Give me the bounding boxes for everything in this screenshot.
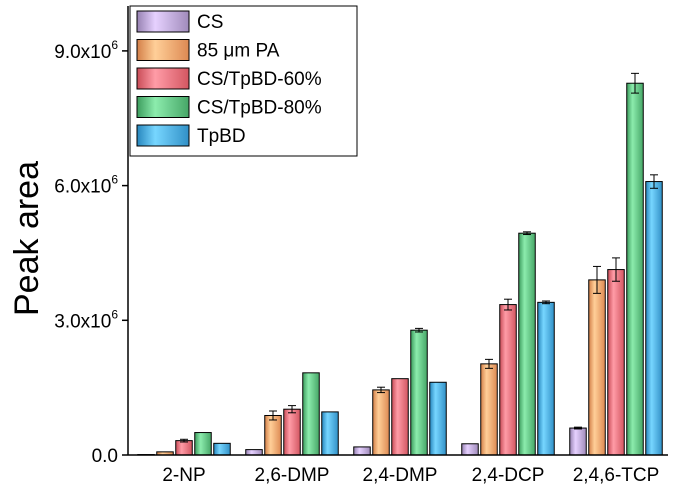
bar-3-4: [537, 301, 555, 456]
bar-1-2: [283, 408, 301, 456]
bar-3-3: [518, 232, 536, 456]
legend-swatch-0: [136, 10, 190, 33]
error-bar-3-2: [504, 298, 512, 311]
error-bar-1-1: [269, 410, 277, 421]
error-bar-2-1: [377, 386, 385, 394]
y-tick-label-2: 6.0x106: [54, 173, 118, 198]
y-tick-label-0: 0.0: [92, 446, 118, 467]
bars-layer: [137, 72, 663, 456]
legend-swatch-2: [136, 67, 190, 90]
legend-swatch-1: [136, 39, 190, 61]
legend-label-1: 85 μm PA: [197, 41, 280, 62]
error-bar-2-3: [415, 327, 423, 333]
error-bar-3-4: [542, 300, 550, 305]
legend-label-0: CS: [197, 12, 223, 33]
error-bar-4-4: [650, 174, 658, 189]
bar-1-0: [245, 449, 263, 456]
bar-2-2: [391, 378, 409, 456]
axes-layer: 0.0 3.0x106 6.0x106 9.0x106 2-NP 2,6-DMP 2,4-D…: [8, 6, 668, 486]
legend-label-4: TpBD: [197, 126, 246, 147]
error-bar-3-1: [485, 358, 493, 369]
bar-3-2: [499, 304, 517, 456]
bar-0-4: [213, 442, 231, 456]
x-tick-label-4: 2,4,6-TCP: [573, 465, 660, 486]
x-tick-label-2: 2,4-DMP: [363, 465, 438, 486]
x-tick-label-0: 2-NP: [162, 465, 205, 486]
legend-label-2: CS/TpBD-60%: [197, 69, 322, 90]
bar-1-4: [321, 411, 339, 456]
bar-0-2: [175, 440, 193, 456]
bar-3-1: [480, 363, 498, 456]
bar-1-1: [264, 414, 282, 456]
bar-2-1: [372, 389, 390, 456]
bar-1-3: [302, 372, 320, 456]
legend-swatch-4: [136, 124, 190, 147]
legend-label-3: CS/TpBD-80%: [197, 98, 322, 119]
y-tick-label-1: 3.0x106: [54, 307, 118, 332]
legend-swatch-3: [136, 96, 190, 118]
bar-2-3: [410, 329, 428, 456]
legend: CS 85 μm PA CS/TpBD-60% CS/TpBD-80% TpBD: [129, 5, 358, 157]
bar-2-0: [353, 446, 371, 456]
error-bar-4-2: [612, 257, 620, 282]
bar-4-0: [569, 427, 587, 456]
error-bar-4-3: [631, 72, 639, 94]
error-bar-0-2: [180, 438, 188, 443]
x-tick-label-3: 2,4-DCP: [472, 465, 545, 486]
bar-4-1: [588, 279, 606, 456]
y-tick-label-3: 9.0x106: [54, 38, 118, 63]
bar-0-3: [194, 432, 212, 456]
bar-4-3: [626, 82, 644, 456]
bar-3-0: [461, 443, 479, 456]
bar-2-4: [429, 381, 447, 456]
error-bar-4-0: [574, 426, 582, 430]
error-bar-4-1: [593, 265, 601, 294]
y-axis-title: Peak area: [8, 161, 46, 316]
bar-4-4: [645, 181, 663, 456]
x-tick-label-1: 2,6-DMP: [255, 465, 330, 486]
error-bar-1-2: [288, 405, 296, 414]
bar-4-2: [607, 269, 625, 456]
error-bar-3-3: [523, 231, 531, 236]
